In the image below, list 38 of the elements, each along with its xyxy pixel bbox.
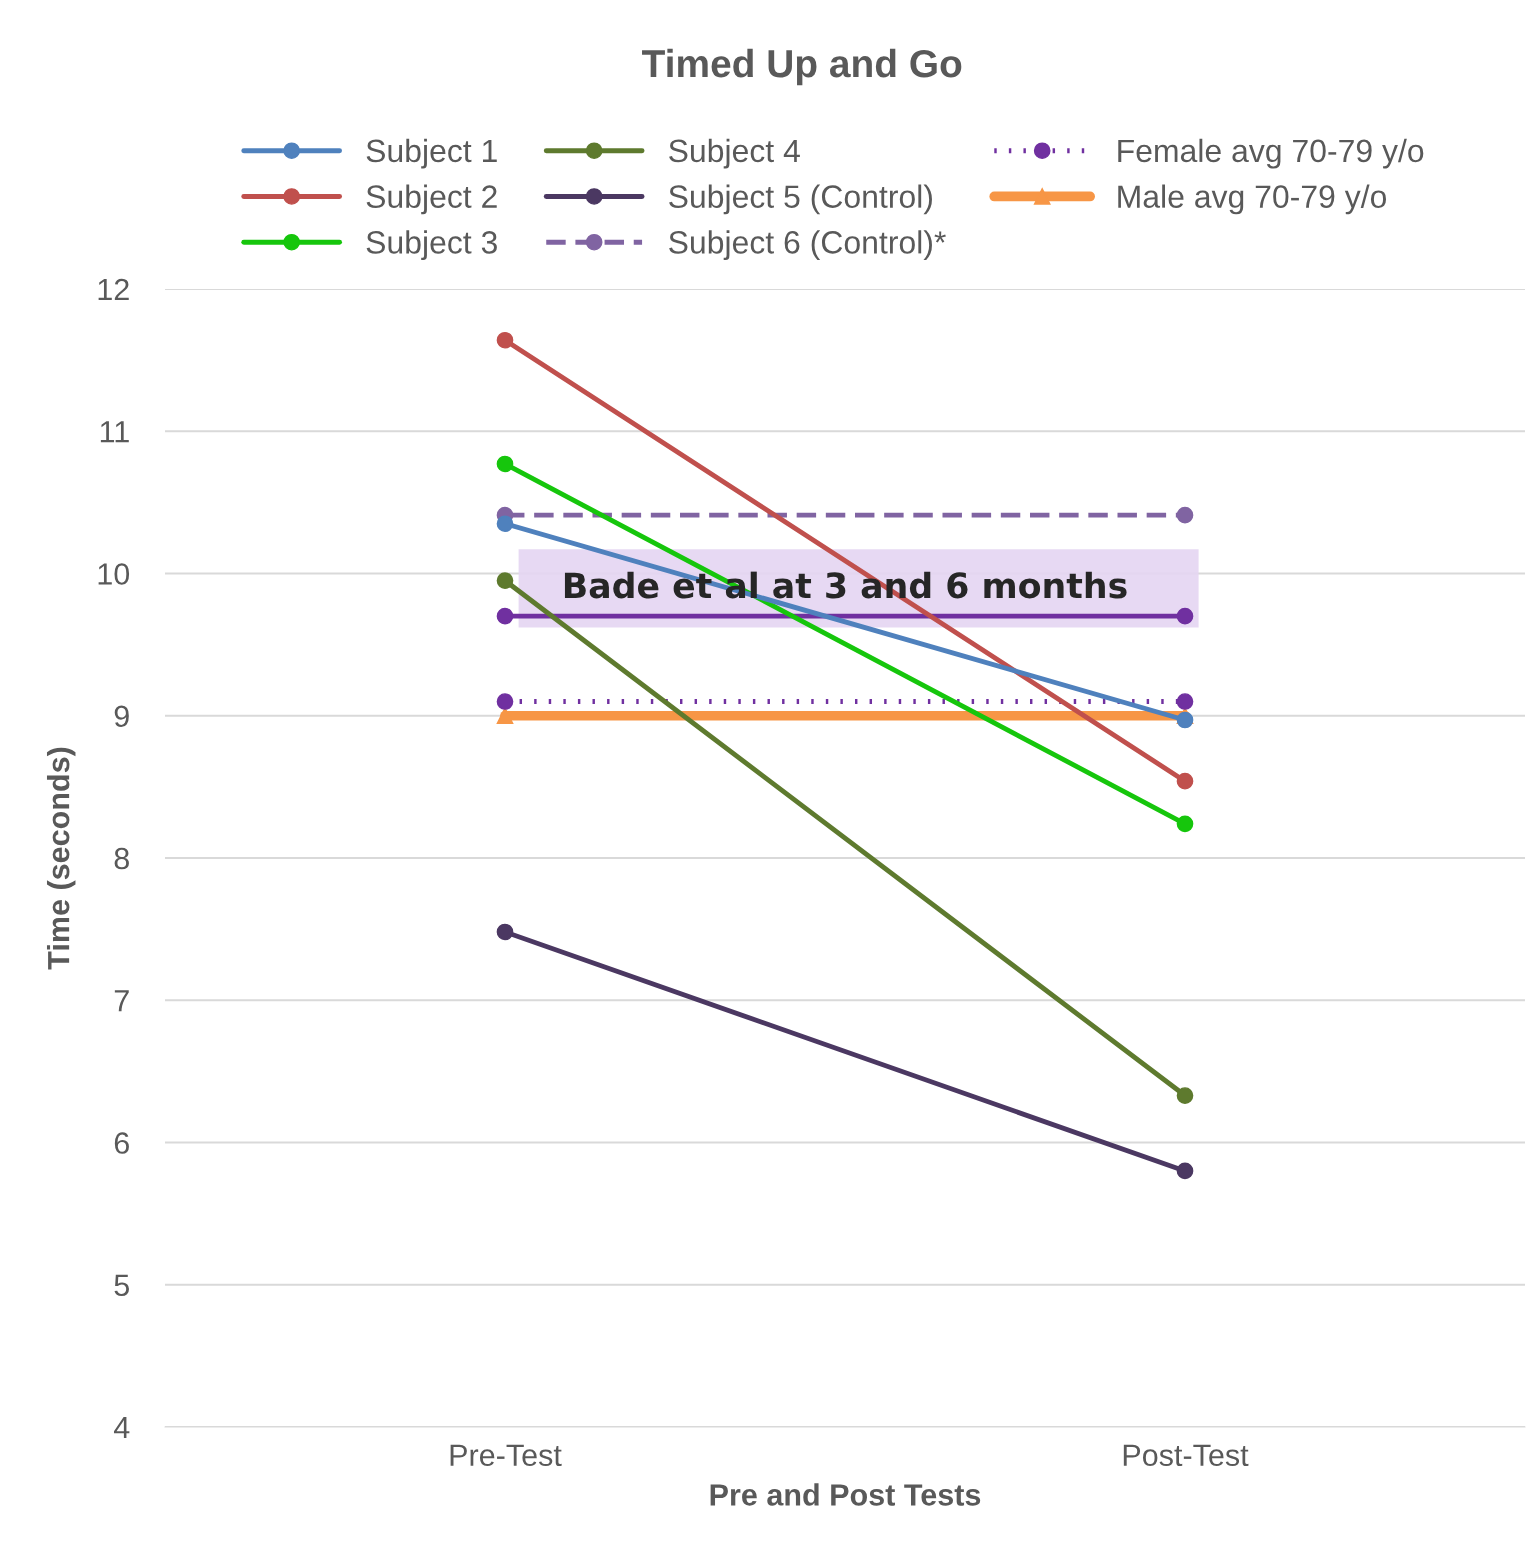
point: [1176, 1087, 1194, 1104]
y-tick-label: 9: [114, 705, 129, 728]
point: [1176, 607, 1194, 625]
x-tick-label: Pre-Test: [450, 1444, 562, 1467]
y-tick-label: 4: [113, 1417, 130, 1439]
legend-label: Subject 2: [366, 184, 497, 215]
y-tick-label: 7: [114, 990, 129, 1012]
point: [1176, 711, 1194, 729]
y-tick-label: 8: [114, 847, 129, 870]
y-tick-label: 5: [114, 1274, 129, 1297]
point: [496, 607, 514, 625]
legend-label: Subject 5 (Control): [669, 184, 932, 215]
y-tick-label: 12: [98, 278, 129, 301]
y-axis-title: Time (seconds): [46, 747, 76, 970]
point: [496, 572, 514, 589]
point: [1176, 693, 1194, 710]
y-tick-label: 11: [100, 421, 129, 443]
legend-label: Subject 4: [669, 138, 800, 169]
point: [1176, 1162, 1194, 1180]
point: [496, 331, 514, 349]
point: [496, 923, 514, 941]
point: [496, 515, 514, 533]
x-tick-label: Post-Test: [1123, 1444, 1249, 1467]
legend-label: Subject 3: [366, 230, 497, 261]
y-tick-label: 6: [114, 1132, 129, 1154]
point: [496, 707, 514, 725]
y-tick-label: 10: [98, 563, 130, 585]
point: [496, 693, 514, 710]
point: [1176, 772, 1194, 790]
point: [1176, 815, 1194, 833]
point: [496, 455, 514, 473]
legend-label: Female avg 70-79 y/o: [1118, 138, 1424, 169]
legend-label: Subject 1: [366, 138, 497, 169]
legend-label: Male avg 70-79 y/o: [1118, 184, 1387, 215]
point: [1176, 506, 1194, 524]
x-axis-title: Pre and Post Tests: [710, 1483, 981, 1506]
chart-title: Timed Up and Go: [642, 48, 962, 86]
legend-label: Subject 6 (Control)*: [669, 230, 946, 261]
